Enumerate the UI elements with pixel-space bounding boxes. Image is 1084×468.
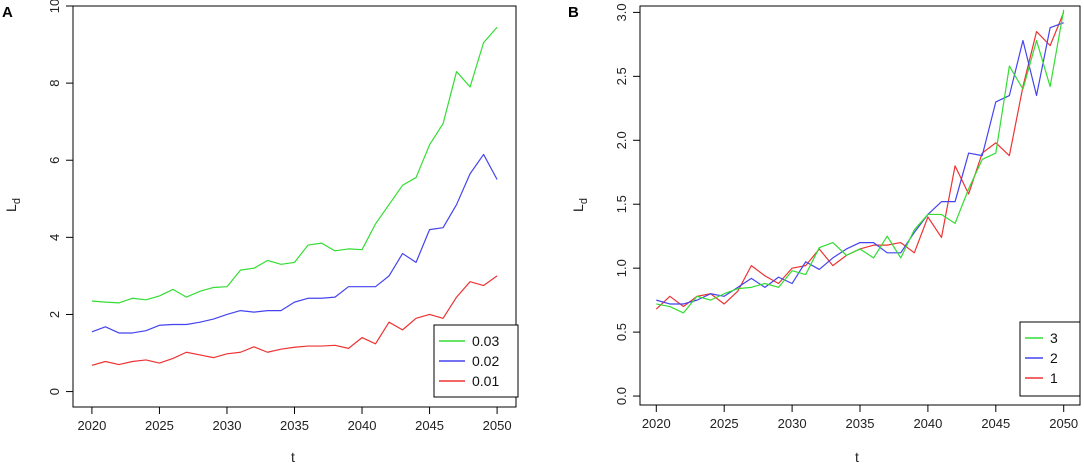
series-line-0.01	[91, 275, 498, 366]
x-tick-label: 2045	[415, 418, 444, 433]
y-tick-label: 1.5	[614, 195, 629, 213]
x-tick-label: 2030	[213, 418, 242, 433]
x-tick-label: 2025	[710, 416, 739, 431]
legend: 0.03 0.02 0.01	[433, 324, 519, 398]
series-line-0.03	[91, 26, 498, 304]
y-tick-label: 0.5	[614, 323, 629, 341]
panel-label: B	[568, 4, 579, 21]
legend-entry: 0.01	[472, 373, 499, 389]
x-tick-label: 2040	[913, 416, 942, 431]
y-tick-label: 3.0	[614, 3, 629, 21]
panel-label: A	[2, 4, 13, 21]
y-tick-label: 0	[47, 388, 62, 395]
y-axis-label: Ld	[3, 198, 23, 212]
y-tick-label: 6	[47, 157, 62, 164]
y-tick-label: 0.0	[614, 387, 629, 405]
y-tick-label: 4	[47, 234, 62, 241]
y-tick-label: 1.0	[614, 259, 629, 277]
x-tick-label: 2030	[778, 416, 807, 431]
x-axis-label: t	[291, 449, 295, 465]
x-tick-label: 2050	[483, 418, 512, 433]
y-tick-label: 10	[47, 0, 62, 13]
x-axis-label: t	[855, 449, 859, 465]
y-tick-label: 8	[47, 79, 62, 86]
y-axis-label-subscript: d	[11, 198, 23, 204]
legend-entry: 0.03	[472, 333, 499, 349]
legend-entry: 0.02	[472, 353, 499, 369]
y-axis-label-main: L	[3, 204, 19, 212]
x-tick-label: 2040	[348, 418, 377, 433]
x-tick-label: 2035	[280, 418, 309, 433]
legend-entry: 2	[1050, 350, 1058, 366]
x-tick-label: 2035	[846, 416, 875, 431]
legend-box	[1019, 321, 1081, 397]
series-line-0.02	[91, 153, 498, 334]
y-axis-label-main: L	[570, 204, 586, 212]
y-tick-label: 2.5	[614, 67, 629, 85]
plot-frame	[639, 5, 1081, 406]
x-tick-label: 2020	[77, 418, 106, 433]
series-line-2	[656, 22, 1064, 305]
legend: 3 2 1	[1019, 321, 1081, 397]
panel-a: A 2020 2025 2030 2035 2040 2045 2050 0 2 4 6 8 10 t Ld 0…	[2, 0, 519, 465]
x-tick-label: 2050	[1049, 416, 1078, 431]
x-tick-label: 2045	[981, 416, 1010, 431]
legend-entry: 3	[1050, 330, 1058, 346]
series-line-3	[656, 9, 1065, 314]
x-tick-label: 2020	[642, 416, 671, 431]
y-tick-label: 2.0	[614, 131, 629, 149]
x-tick-label: 2025	[145, 418, 174, 433]
y-tick-label: 2	[47, 311, 62, 318]
panel-b: B 2020 2025 2030 2035 2040 2045 2050 0.0 0.5 1.0 1.…	[568, 3, 1081, 465]
y-axis-label: Ld	[570, 198, 590, 212]
series-line-1	[655, 12, 1065, 310]
y-axis-label-subscript: d	[578, 198, 590, 204]
legend-entry: 1	[1050, 370, 1058, 386]
